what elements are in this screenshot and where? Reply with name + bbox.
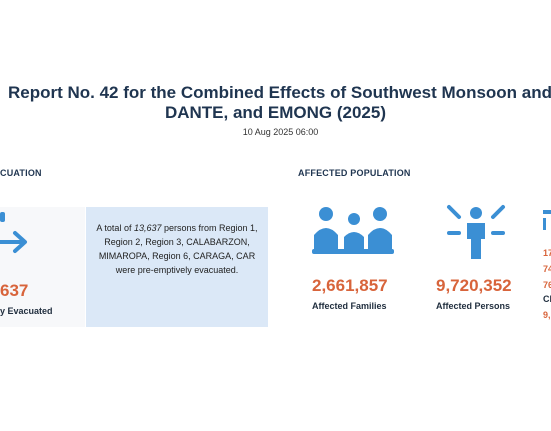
right-text: 17: [543, 248, 551, 258]
persons-icon: [447, 205, 505, 259]
evacuated-label: y Evacuated: [0, 306, 53, 316]
date: 10 Aug 2025 06:00: [242, 127, 319, 137]
note-number: 13,637: [133, 223, 162, 233]
evacuation-card: [0, 207, 85, 327]
section-heading: CUATION: [0, 168, 42, 178]
persons-number: 9,720,352: [436, 276, 512, 295]
note-text: A total of: [96, 223, 132, 233]
persons-label: Affected Persons: [436, 301, 511, 311]
right-text: Cl: [543, 294, 551, 304]
section-heading: AFFECTED POPULATION: [298, 168, 411, 178]
families-label: Affected Families: [312, 301, 387, 311]
note-text: persons from Region 1, Region 2, Region …: [98, 223, 258, 275]
note-box: [86, 207, 268, 327]
families-number: 2,661,857: [312, 276, 388, 295]
right-text: 74: [543, 264, 551, 274]
families-icon: [312, 207, 394, 254]
title-line: DANTE, and EMONG (2025): [164, 103, 387, 122]
note-text: A total of 13,637 persons from Region 1,…: [96, 221, 258, 277]
right-icon: [543, 210, 551, 230]
evacuation-icon: [0, 212, 27, 253]
title-line: Report No. 42 for the Combined Effects o…: [8, 83, 551, 102]
right-text: 76: [543, 280, 551, 290]
evacuated-number: 637: [0, 281, 29, 300]
right-text: 9,: [543, 310, 551, 320]
